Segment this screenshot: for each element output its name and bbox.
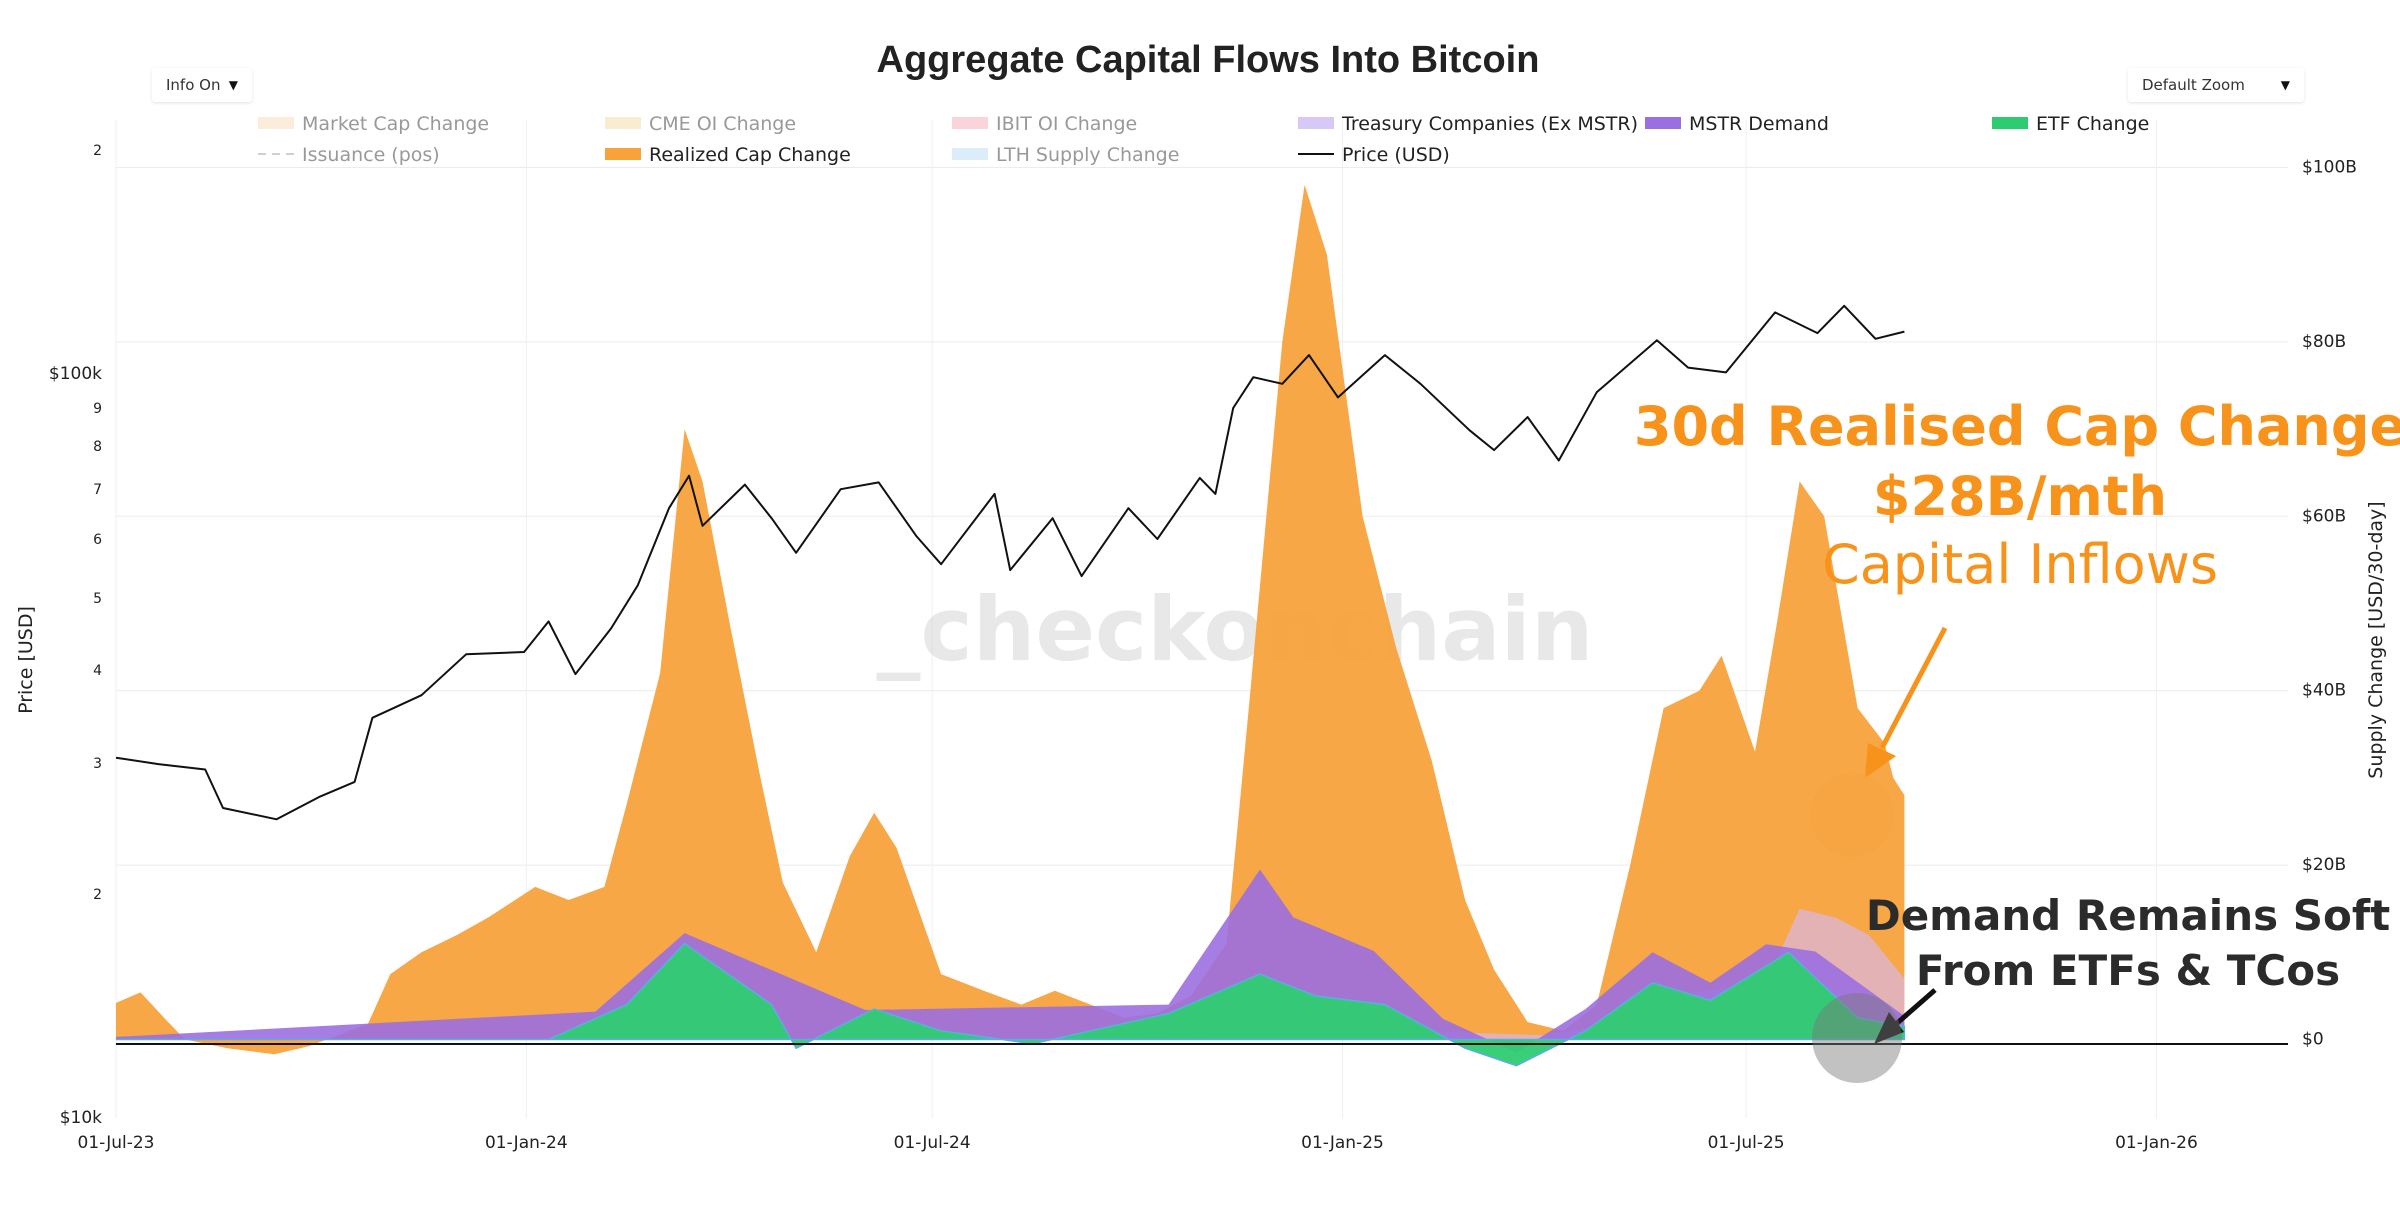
legend-entry: Price (USD) [1342, 144, 1450, 166]
areas [116, 184, 1906, 1067]
annotation-realised: 30d Realised Cap Change $28B/mth Capital… [1634, 395, 2400, 857]
watermark: _checkonchain [877, 578, 1594, 681]
y-right-tick-label: $20B [2302, 855, 2346, 875]
y-right-tick-label: $60B [2302, 506, 2346, 526]
y-left-tick-label: 2 [93, 143, 102, 159]
demand-line2: From ETFs & TCos [1916, 946, 2340, 995]
y-left-tick-label: $100k [49, 364, 102, 384]
etf-area [116, 942, 1906, 1067]
legend-entry: Treasury Companies (Ex MSTR) [1341, 113, 1638, 135]
price-line-group [115, 304, 1905, 821]
y-left-tick-label: 2 [93, 887, 102, 903]
legend-swatch [1992, 117, 2028, 129]
y-left-tick-label: $10k [60, 1108, 102, 1128]
y-left-tick-label: 4 [93, 663, 102, 679]
legend-entry: MSTR Demand [1689, 113, 1829, 135]
y-left-axis-label: Price [USD] [15, 606, 37, 714]
annotation-demand: Demand Remains Soft From ETFs & TCos [1812, 891, 2390, 1083]
x-tick-label: 01-Jan-26 [2115, 1133, 2198, 1153]
info-select-label: Info On [166, 76, 221, 94]
legend-entry: ETF Change [2036, 113, 2149, 135]
x-tick-label: 01-Jan-24 [485, 1133, 568, 1153]
x-tick-label: 01-Jul-23 [78, 1133, 155, 1153]
legend-swatch [952, 148, 988, 160]
legend-swatch [1645, 117, 1681, 129]
x-tick-label: 01-Jul-25 [1708, 1133, 1785, 1153]
legend-entry: Realized Cap Change [649, 144, 851, 166]
x-tick-label: 01-Jan-25 [1301, 1133, 1384, 1153]
x-tick-label: 01-Jul-24 [894, 1133, 971, 1153]
chevron-down-icon: ▼ [228, 78, 238, 92]
arrow-orange [1879, 626, 1948, 750]
y-left-tick-label: 8 [93, 439, 102, 455]
legend-entry: IBIT OI Change [996, 113, 1137, 135]
highlight-circle-dark [1812, 993, 1902, 1083]
realised-sub: Capital Inflows [1822, 533, 2218, 596]
info-select[interactable]: Info On ▼ [152, 68, 252, 102]
legend-entry: Issuance (pos) [302, 144, 440, 166]
demand-line1: Demand Remains Soft [1866, 891, 2390, 940]
legend-swatch [258, 117, 294, 129]
y-right-tick-label: $100B [2302, 157, 2357, 177]
y-left-tick-label: 3 [93, 756, 102, 772]
chart-title: Aggregate Capital Flows Into Bitcoin [877, 39, 1540, 81]
arrow-dark-head [1874, 1012, 1904, 1044]
legend-swatch [952, 117, 988, 129]
highlight-circle-orange [1810, 773, 1894, 857]
y-right-tick-label: $80B [2302, 332, 2346, 352]
legend-entry: LTH Supply Change [996, 144, 1179, 166]
realised-value: $28B/mth [1873, 465, 2167, 528]
y-left-tick-label: 7 [93, 482, 102, 498]
legend: Market Cap Change CME OI Change IBIT OI Ch… [258, 113, 2149, 166]
legend-entry: Market Cap Change [302, 113, 489, 135]
y-right-tick-label: $0 [2302, 1030, 2324, 1050]
legend-swatch [605, 117, 641, 129]
zoom-select-label: Default Zoom [2142, 76, 2245, 94]
y-left-tick-label: 5 [93, 591, 102, 607]
zoom-select[interactable]: Default Zoom ▼ [2128, 68, 2304, 102]
y-right-axis-label: Supply Change [USD/30-day] [2365, 501, 2387, 778]
legend-swatch [1298, 117, 1334, 129]
axes: $0 $20B $40B $60B $80B $100B 01-Jul-23 01-Jan-2… [49, 143, 2357, 1153]
y-left-tick-label: 6 [93, 532, 102, 548]
chevron-down-icon: ▼ [2280, 78, 2290, 92]
y-left-tick-label: 9 [93, 401, 102, 417]
legend-entry: CME OI Change [649, 113, 796, 135]
legend-swatch [605, 148, 641, 160]
price-line [115, 304, 1905, 821]
realised-title: 30d Realised Cap Change [1634, 395, 2400, 458]
arrow-dark [1893, 988, 1937, 1027]
y-right-tick-label: $40B [2302, 681, 2346, 701]
arrow-orange-head [1865, 743, 1896, 778]
realized-cap-area [116, 184, 1905, 1055]
